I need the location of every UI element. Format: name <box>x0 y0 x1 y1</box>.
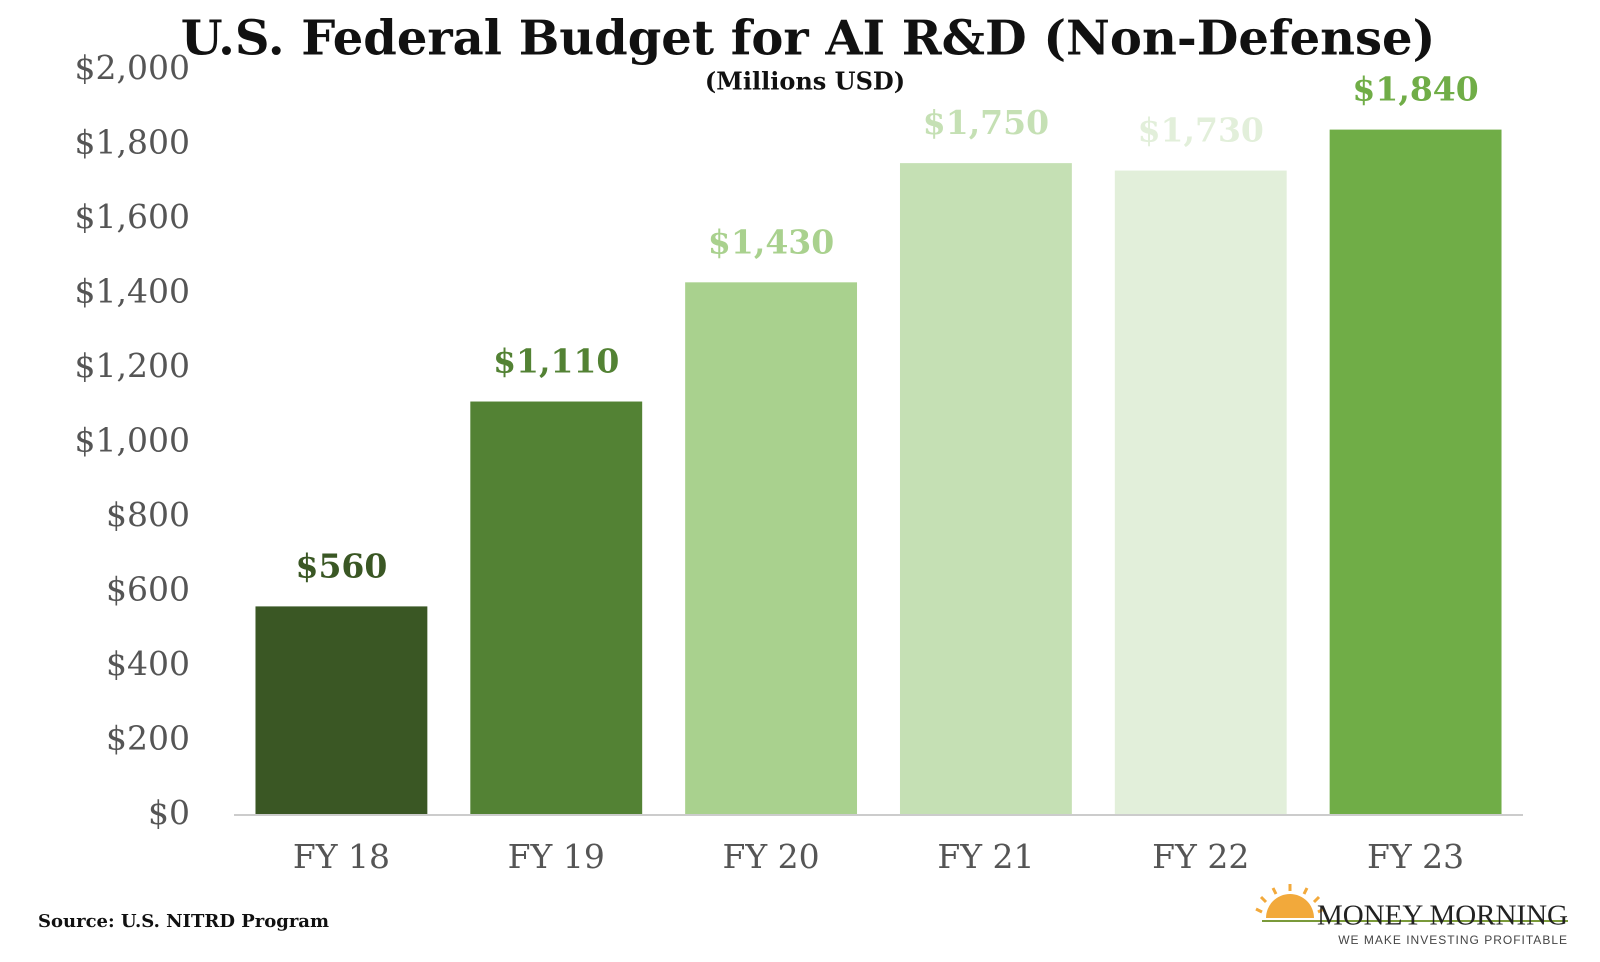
source-note: Source: U.S. NITRD Program <box>38 911 329 932</box>
bar <box>685 282 858 815</box>
x-tick-label: FY 23 <box>1367 837 1464 876</box>
logo-tagline: WE MAKE INVESTING PROFITABLE <box>1338 933 1568 947</box>
y-tick-label: $2,000 <box>75 48 190 87</box>
bar <box>470 401 643 815</box>
logo: MONEY MORNING WE MAKE INVESTING PROFITAB… <box>1255 884 1568 947</box>
y-tick-label: $1,200 <box>75 346 190 385</box>
value-label: $560 <box>295 546 387 585</box>
y-tick-label: $200 <box>106 719 190 758</box>
x-tick-label: FY 19 <box>508 837 605 876</box>
y-tick-label: $0 <box>148 793 190 832</box>
x-tick-label: FY 18 <box>293 837 390 876</box>
value-label: $1,750 <box>923 103 1049 142</box>
value-label: $1,110 <box>493 342 619 381</box>
y-tick-label: $1,000 <box>75 421 190 460</box>
y-tick-label: $600 <box>106 570 190 609</box>
x-tick-label: FY 21 <box>937 837 1034 876</box>
value-label: $1,430 <box>708 222 834 261</box>
y-tick-label: $1,600 <box>75 197 190 236</box>
y-tick-label: $1,400 <box>75 272 190 311</box>
bar <box>1114 170 1287 815</box>
x-tick-label: FY 22 <box>1152 837 1249 876</box>
y-tick-label: $1,800 <box>75 123 190 162</box>
value-label: $1,840 <box>1352 70 1478 109</box>
logo-rays <box>1255 884 1325 914</box>
bar <box>899 163 1072 815</box>
logo-name: MONEY MORNING <box>1317 900 1568 932</box>
bar <box>255 606 428 815</box>
chart-subtitle: (Millions USD) <box>705 67 905 96</box>
x-tick-label: FY 20 <box>722 837 819 876</box>
logo-sun <box>1266 894 1314 918</box>
chart-title: U.S. Federal Budget for AI R&D (Non-Defe… <box>181 11 1436 67</box>
y-tick-label: $400 <box>106 644 190 683</box>
bar <box>1329 129 1502 816</box>
value-label: $1,730 <box>1138 111 1264 150</box>
y-tick-label: $800 <box>106 495 190 534</box>
